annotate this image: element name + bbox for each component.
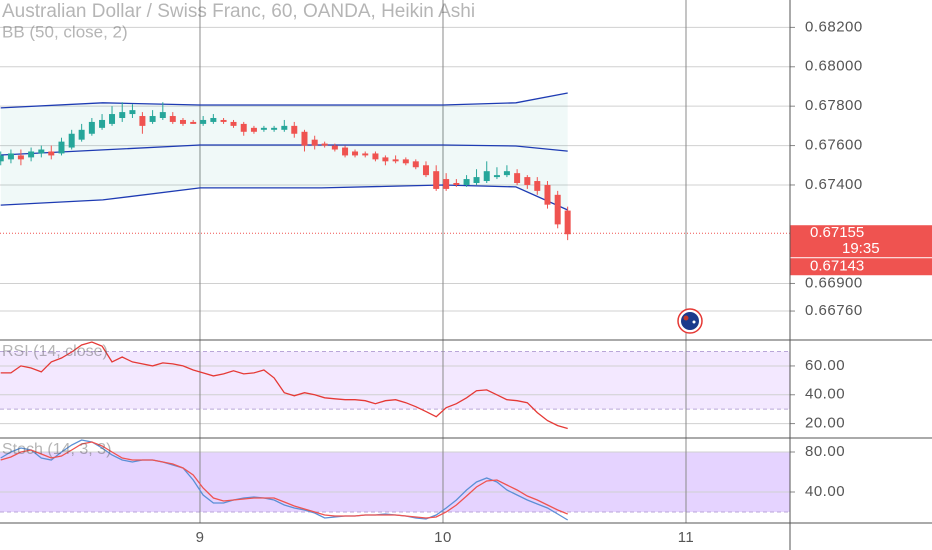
x-tick-label: 9 (196, 529, 205, 546)
event-flag-icon (681, 312, 699, 330)
indicator-label: BB (50, close, 2) (2, 22, 128, 41)
y-tick-label: 40.00 (805, 386, 845, 403)
candle-body (109, 114, 116, 124)
last-price-box (790, 225, 932, 258)
y-tick-label: 0.67400 (805, 176, 863, 193)
candle-body (149, 116, 156, 122)
y-tick-label: 40.00 (805, 483, 845, 500)
candle-body (139, 116, 146, 126)
candle-body (453, 183, 460, 185)
candle-body (271, 127, 278, 130)
band (0, 452, 790, 512)
band (0, 351, 790, 410)
candle-body (301, 131, 308, 146)
y-tick-label: 20.00 (805, 415, 845, 432)
candle-body (260, 127, 267, 130)
candle-body (7, 153, 14, 160)
y-tick-label: 0.66760 (805, 302, 863, 319)
candle-body (38, 149, 45, 154)
bb-lower (0, 184, 568, 211)
event-flag-star (692, 320, 696, 324)
bb-upper (0, 92, 568, 109)
x-tick-label: 10 (434, 529, 452, 546)
x-tick-label: 11 (678, 529, 695, 546)
y-tick-label: 60.00 (805, 357, 845, 374)
pane-title: Stoch (14, 3, 3) (2, 441, 111, 458)
candle-body (17, 155, 24, 160)
y-tick-label: 0.66900 (805, 274, 863, 291)
candle-body (99, 119, 106, 128)
bid-price-box (790, 258, 932, 276)
candle-body (48, 151, 55, 156)
candle-body (281, 125, 288, 130)
candle-body (0, 155, 4, 162)
candle-body (483, 171, 490, 182)
candle-body (250, 127, 257, 132)
bb-basis (0, 144, 568, 156)
pane-title: RSI (14, close) (2, 343, 108, 360)
candle-body (321, 143, 328, 146)
event-flag-union (683, 315, 689, 321)
candle-body (362, 153, 369, 156)
candle-body (200, 119, 207, 124)
indicator-line (0, 341, 568, 430)
countdown-label: 19:35 (842, 240, 880, 257)
candle-body (493, 175, 500, 178)
candle-body (169, 116, 176, 122)
candle-body (58, 141, 65, 154)
y-tick-label: 80.00 (805, 443, 845, 460)
candle-body (352, 151, 359, 156)
candle-body (524, 177, 531, 185)
last-price-label: 0.67155 (810, 224, 864, 241)
candle-body (119, 112, 126, 118)
candle-body (534, 181, 541, 191)
candle-body (402, 159, 409, 164)
y-tick-label: 0.68200 (805, 18, 863, 35)
candle-body (220, 119, 227, 122)
y-tick-label: 0.67600 (805, 137, 863, 154)
candle-body (422, 165, 429, 176)
candle-body (372, 153, 379, 160)
candle-body (463, 179, 470, 185)
bid-price-label: 0.67143 (810, 258, 864, 275)
indicator-line (0, 441, 568, 519)
candle-body (179, 119, 186, 124)
candle-body (433, 171, 440, 189)
candle-body (342, 147, 349, 156)
candle-body (88, 121, 95, 134)
candle-body (554, 194, 561, 225)
candle-body (392, 159, 399, 162)
candle-body (443, 179, 450, 189)
chart-title: Australian Dollar / Swiss Franc, 60, OAN… (2, 1, 475, 22)
candle-body (230, 121, 237, 126)
candle-body (473, 177, 480, 184)
candle-body (544, 184, 551, 205)
candle-body (382, 157, 389, 162)
candle-body (311, 139, 318, 146)
candle-body (28, 151, 35, 158)
event-flag[interactable] (677, 308, 703, 334)
candle-body (331, 145, 338, 150)
y-tick-label: 0.68000 (805, 58, 863, 75)
candle-body (564, 210, 571, 235)
candle-body (68, 133, 75, 148)
candle-body (129, 110, 136, 115)
candle-body (503, 171, 510, 176)
candle-body (190, 121, 197, 124)
candle-body (78, 129, 85, 140)
candle-body (159, 112, 166, 118)
candle-body (291, 125, 298, 134)
y-tick-label: 0.67800 (805, 97, 863, 114)
candle-body (412, 161, 419, 168)
candle-body (210, 117, 217, 122)
candle-body (514, 173, 521, 184)
candle-body (240, 123, 247, 132)
